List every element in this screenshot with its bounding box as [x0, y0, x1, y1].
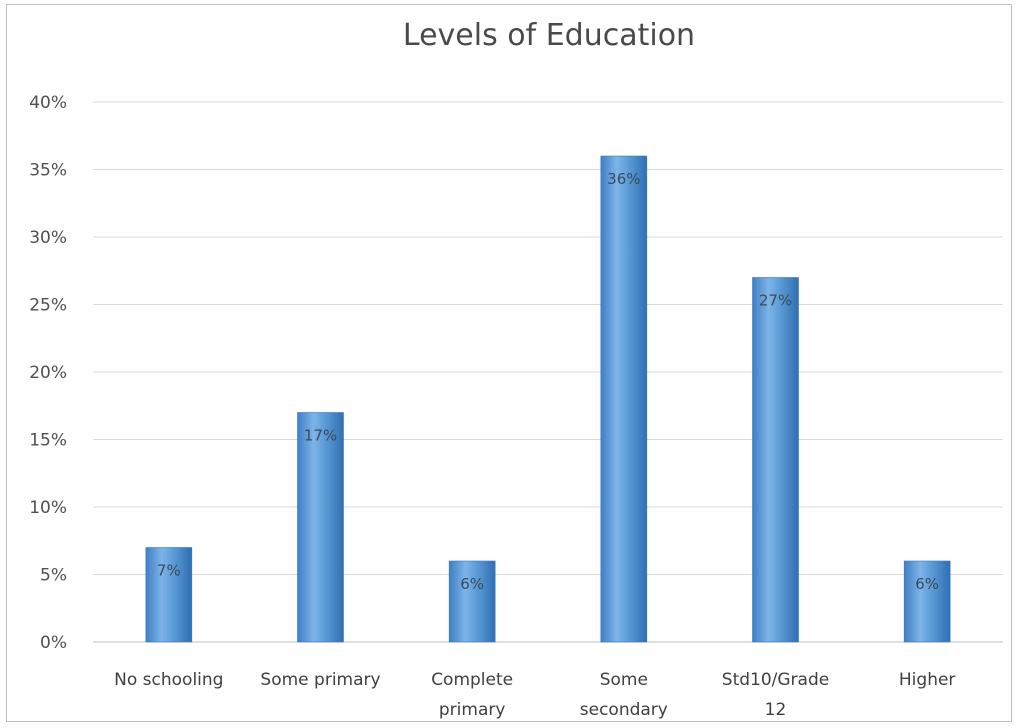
- x-category-label: Std10/Grade: [722, 670, 829, 690]
- y-tick-label: 20%: [29, 363, 67, 383]
- bar-data-label: 17%: [304, 427, 337, 445]
- bar: [600, 155, 648, 643]
- y-tick-label: 40%: [29, 93, 67, 113]
- bar: [903, 560, 951, 643]
- bars: [145, 155, 951, 643]
- data-labels: 7% 17% 6% 36% 27% 6%: [157, 170, 939, 593]
- x-category-label: Some primary: [260, 670, 380, 690]
- y-axis-ticks: 0% 5% 10% 15% 20% 25% 30% 35% 40%: [29, 93, 67, 653]
- x-category-label: Higher: [899, 670, 956, 690]
- x-axis-categories: No schooling Some primary Complete primary S…: [114, 670, 955, 720]
- bar-data-label: 6%: [915, 575, 939, 593]
- x-category-label: primary: [439, 700, 506, 720]
- bar: [752, 277, 799, 643]
- bar: [297, 412, 344, 643]
- x-category-label: No schooling: [114, 670, 223, 690]
- bar: [448, 560, 496, 643]
- y-tick-label: 5%: [40, 566, 67, 586]
- bar: [145, 547, 193, 643]
- y-tick-label: 25%: [29, 296, 67, 316]
- bar-data-label: 7%: [157, 562, 181, 580]
- x-category-label: Some: [600, 670, 648, 690]
- y-tick-label: 10%: [29, 498, 67, 518]
- x-category-label: Complete: [431, 670, 513, 690]
- bar-data-label: 6%: [460, 575, 484, 593]
- x-category-label: 12: [765, 700, 787, 720]
- bar-data-label: 27%: [759, 292, 792, 310]
- chart-frame: Levels of Education 0% 5% 10% 15% 20% 25% 30% 3…: [6, 4, 1012, 722]
- bar-chart: Levels of Education 0% 5% 10% 15% 20% 25% 30% 3…: [29, 18, 1003, 720]
- y-tick-label: 0%: [40, 633, 67, 653]
- y-tick-label: 35%: [29, 161, 67, 181]
- x-category-label: secondary: [580, 700, 668, 720]
- y-tick-label: 30%: [29, 228, 67, 248]
- y-tick-label: 15%: [29, 431, 67, 451]
- bar-data-label: 36%: [607, 170, 640, 188]
- gridlines: [93, 101, 1003, 643]
- chart-title: Levels of Education: [403, 18, 695, 53]
